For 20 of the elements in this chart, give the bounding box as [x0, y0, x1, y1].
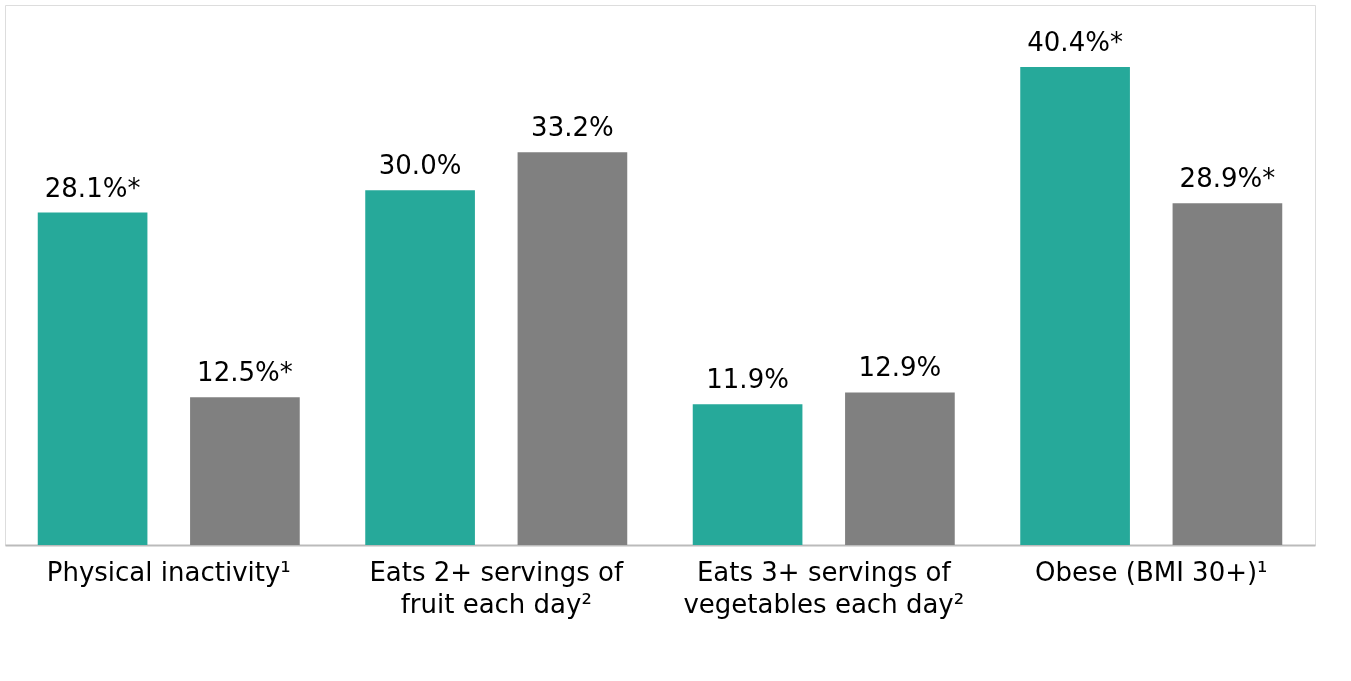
bar [365, 190, 475, 545]
bar [190, 397, 300, 545]
bar [1020, 67, 1130, 545]
data-label: 28.1%* [44, 172, 141, 203]
x-tick-label: Obese (BMI 30+)¹ [1034, 556, 1268, 587]
bar [845, 392, 955, 545]
data-label: 30.0% [378, 150, 462, 181]
data-label: 12.5%* [197, 357, 293, 388]
data-label: 28.9%* [1179, 163, 1276, 194]
data-label: 12.9% [858, 352, 942, 383]
bar [692, 404, 803, 545]
data-label: 40.4%* [1027, 27, 1123, 58]
bar [1172, 203, 1283, 545]
bar [37, 212, 148, 545]
bar [517, 152, 628, 545]
x-tick-label: Eats 3+ servings of vegetables each day² [683, 556, 965, 619]
data-label: 33.2% [531, 112, 614, 143]
x-tick-label: Eats 2+ servings of fruit each day² [369, 556, 624, 619]
x-tick-label: Physical inactivity¹ [46, 556, 291, 587]
data-label: 11.9% [706, 364, 789, 395]
